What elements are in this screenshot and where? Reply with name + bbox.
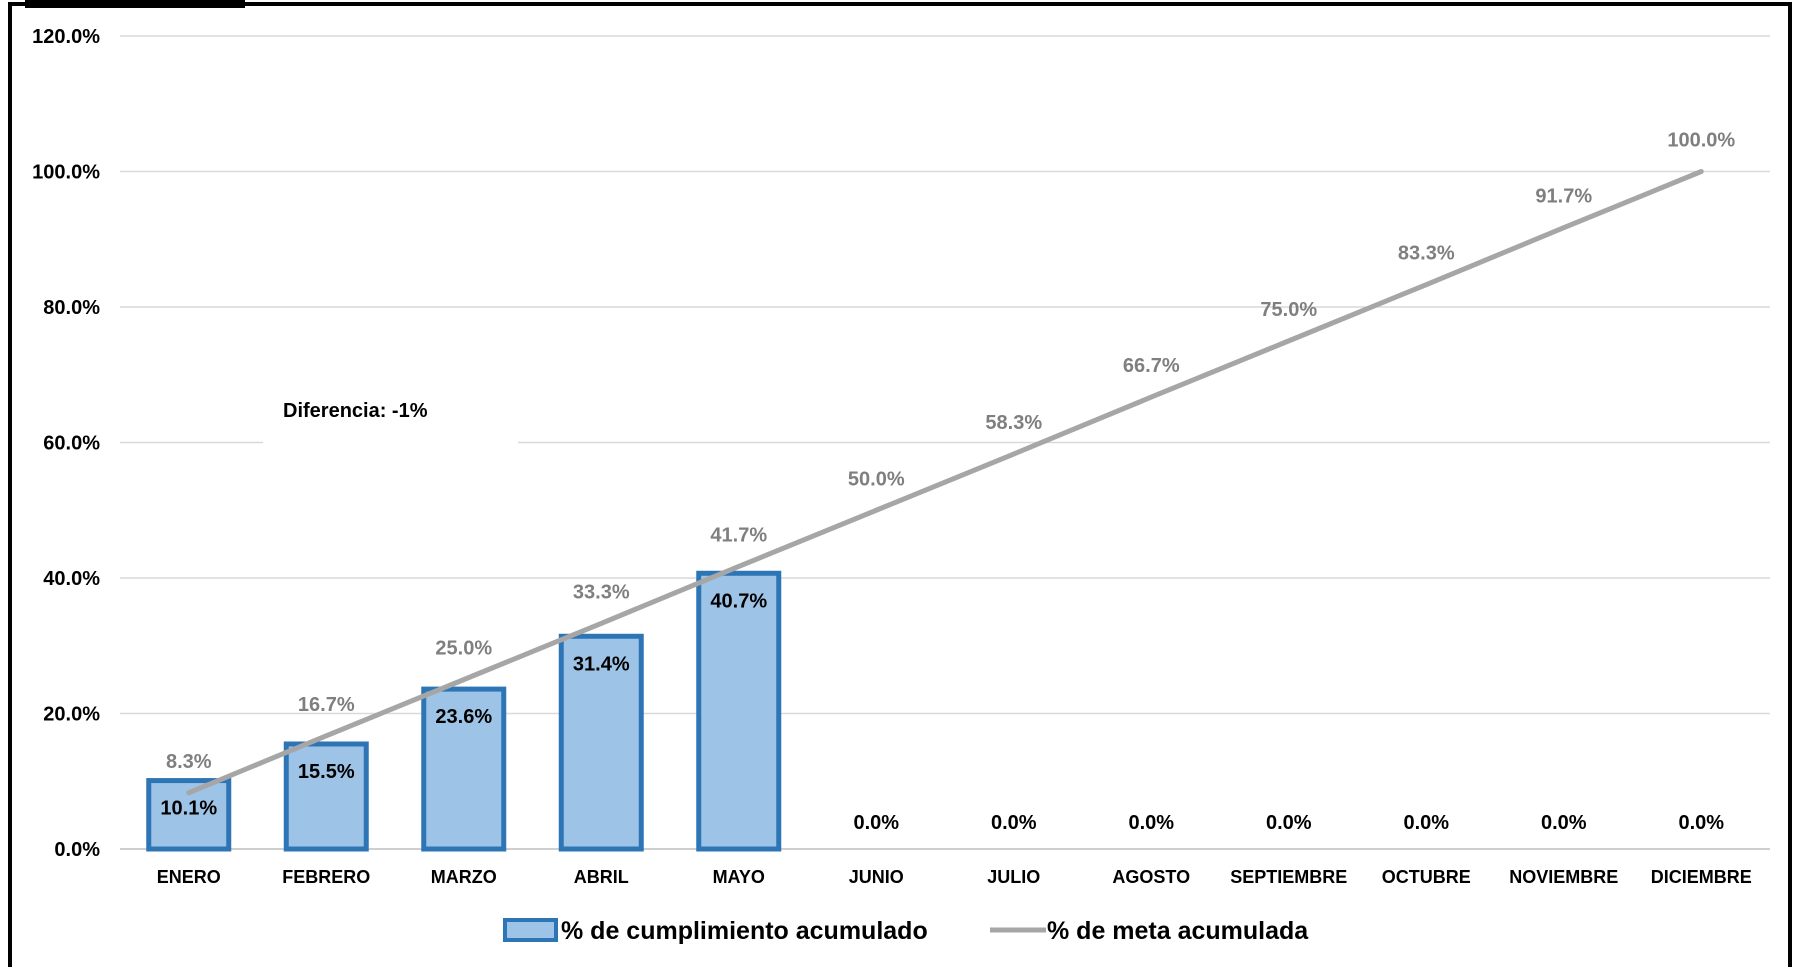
x-category-label: JUNIO [849,867,904,887]
goal-data-label: 66.7% [1123,355,1180,377]
legend-bar-swatch [503,918,558,942]
x-category-label: ENERO [157,867,221,887]
y-tick-label: 80.0% [43,297,100,319]
bar [283,741,369,852]
x-axis-categories: ENERO FEBRERO MARZO ABRIL MAYO JUNIO JULIO AGOS… [157,867,1752,887]
bar-data-label: 15.5% [298,761,355,783]
y-axis-ticks: 0.0% 20.0% 40.0% 60.0% 80.0% 100.0% 120.0% [32,26,100,861]
bar-data-label: 10.1% [160,798,217,820]
legend-bar-label: % de cumplimiento acumulado [561,917,928,945]
bar [421,686,507,852]
bar-data-label: 23.6% [435,706,492,728]
line-series [186,169,1704,796]
goal-data-label: 16.7% [298,694,355,716]
data-labels: 8.3% 16.7% 25.0% 33.3% 41.7% 50.0% 58.3% 66.7% 7… [160,130,1735,835]
y-tick-label: 40.0% [43,568,100,590]
legend: % de cumplimiento acumulado % de meta acu… [503,917,1309,945]
goal-data-label: 58.3% [985,412,1042,434]
bar-data-label: 0.0% [1128,812,1174,834]
x-category-label: JULIO [987,867,1040,887]
gridlines [120,35,1770,850]
bar [696,570,782,852]
x-category-label: DICIEMBRE [1651,867,1752,887]
x-category-label: SEPTIEMBRE [1230,867,1347,887]
y-tick-label: 20.0% [43,704,100,726]
goal-data-label: 91.7% [1535,186,1592,208]
legend-line-label: % de meta acumulada [1047,917,1309,945]
y-tick-label: 60.0% [43,433,100,455]
goal-data-label: 33.3% [573,581,630,603]
bar-data-label: 0.0% [991,812,1037,834]
bar [558,633,644,852]
y-tick-label: 0.0% [54,839,100,861]
annotation-group: Diferencia: -1% [283,400,428,422]
goal-data-label: 50.0% [848,468,905,490]
goal-data-label: 100.0% [1667,130,1735,152]
bar-series [146,570,782,852]
goal-data-label: 75.0% [1260,299,1317,321]
y-tick-label: 100.0% [32,162,100,184]
bar-data-label: 31.4% [573,653,630,675]
x-category-label: OCTUBRE [1382,867,1471,887]
x-category-label: NOVIEMBRE [1509,867,1618,887]
x-category-label: MAYO [713,867,765,887]
bar-data-label: 0.0% [853,812,899,834]
y-tick-label: 120.0% [32,26,100,48]
x-category-label: FEBRERO [282,867,370,887]
goal-data-label: 25.0% [435,638,492,660]
goal-data-label: 41.7% [710,524,767,546]
goal-line [186,169,1704,796]
bar-data-label: 0.0% [1266,812,1312,834]
bar-data-label: 0.0% [1678,812,1724,834]
bar-data-label: 0.0% [1541,812,1587,834]
top-left-tab [25,0,245,8]
bar-data-label: 40.7% [710,590,767,612]
x-category-label: AGOSTO [1112,867,1190,887]
x-category-label: ABRIL [574,867,629,887]
bar-data-label: 0.0% [1403,812,1449,834]
difference-annotation: Diferencia: -1% [283,400,428,422]
x-category-label: MARZO [431,867,497,887]
goal-data-label: 83.3% [1398,243,1455,265]
goal-data-label: 8.3% [166,751,212,773]
